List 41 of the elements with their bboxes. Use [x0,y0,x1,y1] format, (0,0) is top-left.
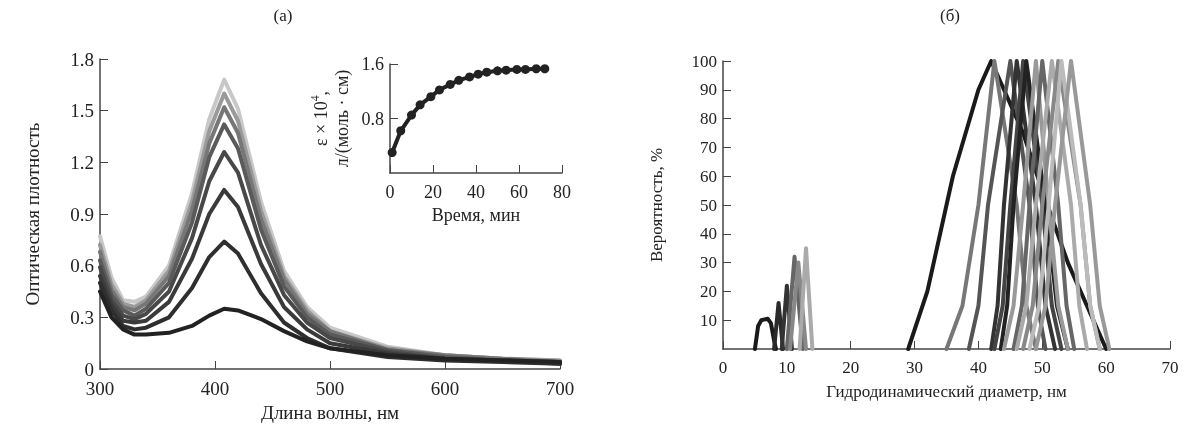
x-tick-label: 80 [553,182,571,202]
y-tick-label: 80 [700,109,717,129]
x-tick-label: 70 [1161,358,1179,377]
y-tick-label: 30 [700,253,717,273]
x-tick-label: 600 [430,378,460,399]
y-tick-label: 1.5 [70,100,94,122]
y-tick-label: 0.6 [70,255,94,277]
x-tick-label: 40 [969,358,987,377]
x-axis-title: Время, мин [431,204,521,225]
y-tick-label: 60 [700,166,717,186]
y-tick-label: 70 [700,137,717,157]
y-tick-label: 90 [700,80,717,100]
y-tick-label: 40 [700,224,717,244]
y-tick-label: 1.8 [70,48,94,70]
y-tick-label: 0.3 [70,306,94,328]
x-tick-label: 60 [510,182,528,202]
x-tick-label: 700 [545,378,575,399]
y-axis-title: Вероятность, % [647,147,666,263]
y-tick-label: 0.8 [361,108,384,129]
x-axis-title: Длина волны, нм [260,402,400,423]
x-tick-label: 400 [200,378,230,399]
y-tick-label: 100 [691,51,717,71]
y-tick-label: 10 [700,310,717,330]
x-tick-label: 20 [424,182,442,202]
x-tick-label: 300 [85,378,115,399]
y-tick-label: 0.9 [70,203,94,225]
x-tick-label: 10 [778,358,796,377]
chart-title: (а) [273,6,293,25]
x-tick-label: 50 [1033,358,1051,377]
x-tick-label: 20 [842,358,860,377]
y-tick-label: 50 [700,195,717,215]
x-tick-label: 40 [467,182,485,202]
y-tick-label: 1.2 [70,151,94,173]
y-tick-label: 20 [700,281,717,301]
x-axis-title: Гидродинамический диаметр, нм [826,382,1068,401]
x-tick-label: 30 [906,358,924,377]
y-tick-label: 1.6 [361,54,384,74]
y-axis-title: Оптическая плотность [22,122,43,306]
x-tick-label: 500 [315,378,345,399]
chart-title: (б) [940,6,960,25]
x-tick-label: 60 [1097,358,1115,377]
